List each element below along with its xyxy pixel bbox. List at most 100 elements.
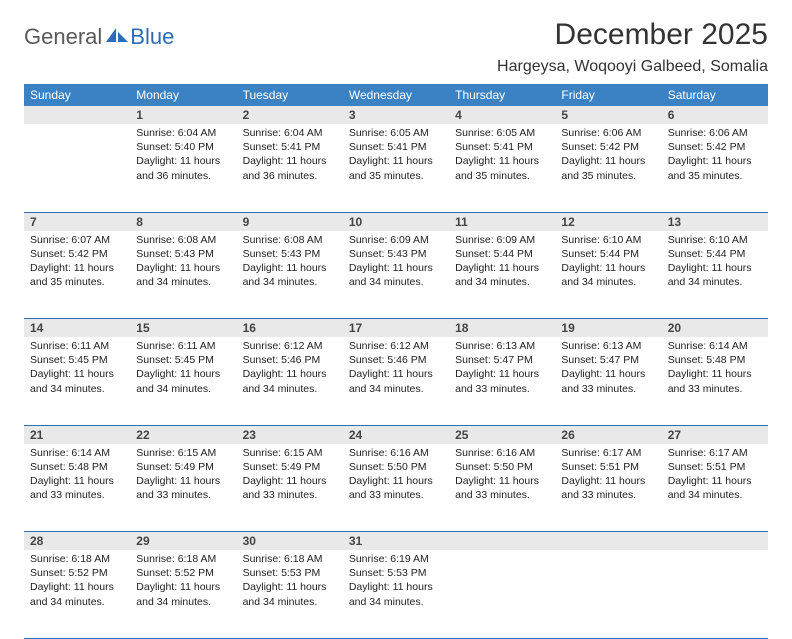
daydata-cell: Sunrise: 6:06 AMSunset: 5:42 PMDaylight:…: [555, 124, 661, 212]
day-number: 14: [24, 319, 130, 337]
day-number: 23: [237, 426, 343, 444]
daydata-cell: Sunrise: 6:07 AMSunset: 5:42 PMDaylight:…: [24, 231, 130, 319]
daydata-cell: Sunrise: 6:14 AMSunset: 5:48 PMDaylight:…: [662, 337, 768, 425]
daynum-row: 123456: [24, 106, 768, 124]
daydata-cell: Sunrise: 6:04 AMSunset: 5:41 PMDaylight:…: [237, 124, 343, 212]
weekday-header: Monday: [130, 84, 236, 106]
day-data: Sunrise: 6:11 AMSunset: 5:45 PMDaylight:…: [24, 337, 130, 402]
day-number: 26: [555, 426, 661, 444]
daynum-cell: 15: [130, 319, 236, 338]
daynum-cell: 20: [662, 319, 768, 338]
daydata-cell: Sunrise: 6:08 AMSunset: 5:43 PMDaylight:…: [130, 231, 236, 319]
daynum-row: 14151617181920: [24, 319, 768, 338]
day-data: Sunrise: 6:14 AMSunset: 5:48 PMDaylight:…: [662, 337, 768, 402]
day-data: Sunrise: 6:05 AMSunset: 5:41 PMDaylight:…: [449, 124, 555, 189]
daydata-cell: [555, 550, 661, 638]
daynum-cell: 18: [449, 319, 555, 338]
daydata-row: Sunrise: 6:04 AMSunset: 5:40 PMDaylight:…: [24, 124, 768, 212]
day-number: 8: [130, 213, 236, 231]
daynum-cell: 13: [662, 212, 768, 231]
daydata-cell: Sunrise: 6:10 AMSunset: 5:44 PMDaylight:…: [662, 231, 768, 319]
day-data: Sunrise: 6:13 AMSunset: 5:47 PMDaylight:…: [555, 337, 661, 402]
day-data: Sunrise: 6:13 AMSunset: 5:47 PMDaylight:…: [449, 337, 555, 402]
weekday-header: Sunday: [24, 84, 130, 106]
daydata-cell: Sunrise: 6:05 AMSunset: 5:41 PMDaylight:…: [449, 124, 555, 212]
day-data: Sunrise: 6:17 AMSunset: 5:51 PMDaylight:…: [662, 444, 768, 509]
day-data: Sunrise: 6:08 AMSunset: 5:43 PMDaylight:…: [237, 231, 343, 296]
daydata-cell: [24, 124, 130, 212]
day-number: 21: [24, 426, 130, 444]
daynum-cell: 23: [237, 425, 343, 444]
day-number: 10: [343, 213, 449, 231]
day-number: 17: [343, 319, 449, 337]
daynum-cell: 28: [24, 532, 130, 551]
day-number: 20: [662, 319, 768, 337]
day-data: Sunrise: 6:08 AMSunset: 5:43 PMDaylight:…: [130, 231, 236, 296]
day-data: Sunrise: 6:19 AMSunset: 5:53 PMDaylight:…: [343, 550, 449, 615]
day-number: 7: [24, 213, 130, 231]
day-data: Sunrise: 6:10 AMSunset: 5:44 PMDaylight:…: [662, 231, 768, 296]
day-number: 19: [555, 319, 661, 337]
daynum-cell: 7: [24, 212, 130, 231]
logo-text-general: General: [24, 24, 102, 50]
day-number: 6: [662, 106, 768, 124]
daynum-cell: 9: [237, 212, 343, 231]
daynum-cell: 6: [662, 106, 768, 124]
daynum-cell: [24, 106, 130, 124]
location: Hargeysa, Woqooyi Galbeed, Somalia: [497, 58, 768, 76]
daynum-cell: 17: [343, 319, 449, 338]
day-data: Sunrise: 6:09 AMSunset: 5:43 PMDaylight:…: [343, 231, 449, 296]
day-number: 31: [343, 532, 449, 550]
daydata-cell: Sunrise: 6:06 AMSunset: 5:42 PMDaylight:…: [662, 124, 768, 212]
daynum-cell: 24: [343, 425, 449, 444]
daynum-row: 21222324252627: [24, 425, 768, 444]
daynum-cell: 4: [449, 106, 555, 124]
daynum-cell: 10: [343, 212, 449, 231]
day-number: 1: [130, 106, 236, 124]
day-data: Sunrise: 6:16 AMSunset: 5:50 PMDaylight:…: [449, 444, 555, 509]
day-number: 25: [449, 426, 555, 444]
day-data: Sunrise: 6:07 AMSunset: 5:42 PMDaylight:…: [24, 231, 130, 296]
day-number: 18: [449, 319, 555, 337]
daynum-cell: 1: [130, 106, 236, 124]
day-data: Sunrise: 6:04 AMSunset: 5:40 PMDaylight:…: [130, 124, 236, 189]
daydata-cell: Sunrise: 6:18 AMSunset: 5:52 PMDaylight:…: [24, 550, 130, 638]
daynum-cell: [449, 532, 555, 551]
daynum-cell: 26: [555, 425, 661, 444]
weekday-header: Thursday: [449, 84, 555, 106]
day-data: Sunrise: 6:16 AMSunset: 5:50 PMDaylight:…: [343, 444, 449, 509]
day-number: 16: [237, 319, 343, 337]
day-data: Sunrise: 6:14 AMSunset: 5:48 PMDaylight:…: [24, 444, 130, 509]
daydata-cell: Sunrise: 6:13 AMSunset: 5:47 PMDaylight:…: [555, 337, 661, 425]
day-number: 15: [130, 319, 236, 337]
daynum-cell: 31: [343, 532, 449, 551]
day-data: Sunrise: 6:09 AMSunset: 5:44 PMDaylight:…: [449, 231, 555, 296]
daynum-cell: 30: [237, 532, 343, 551]
month-title: December 2025: [497, 18, 768, 52]
daydata-cell: Sunrise: 6:08 AMSunset: 5:43 PMDaylight:…: [237, 231, 343, 319]
daydata-cell: Sunrise: 6:11 AMSunset: 5:45 PMDaylight:…: [130, 337, 236, 425]
daydata-cell: [662, 550, 768, 638]
daydata-cell: Sunrise: 6:13 AMSunset: 5:47 PMDaylight:…: [449, 337, 555, 425]
weekday-header: Tuesday: [237, 84, 343, 106]
logo-sail-icon: [106, 26, 128, 49]
day-number: 24: [343, 426, 449, 444]
day-number: 4: [449, 106, 555, 124]
calendar-table: SundayMondayTuesdayWednesdayThursdayFrid…: [24, 84, 768, 639]
weekday-header: Friday: [555, 84, 661, 106]
daydata-cell: Sunrise: 6:12 AMSunset: 5:46 PMDaylight:…: [343, 337, 449, 425]
day-data: Sunrise: 6:15 AMSunset: 5:49 PMDaylight:…: [237, 444, 343, 509]
day-number: 29: [130, 532, 236, 550]
daydata-cell: Sunrise: 6:12 AMSunset: 5:46 PMDaylight:…: [237, 337, 343, 425]
daynum-cell: 27: [662, 425, 768, 444]
day-number: 28: [24, 532, 130, 550]
daydata-cell: Sunrise: 6:04 AMSunset: 5:40 PMDaylight:…: [130, 124, 236, 212]
day-data: Sunrise: 6:12 AMSunset: 5:46 PMDaylight:…: [343, 337, 449, 402]
logo: General Blue: [24, 24, 174, 50]
day-number: 22: [130, 426, 236, 444]
day-number: 13: [662, 213, 768, 231]
daydata-cell: Sunrise: 6:11 AMSunset: 5:45 PMDaylight:…: [24, 337, 130, 425]
daynum-cell: 8: [130, 212, 236, 231]
daydata-cell: Sunrise: 6:05 AMSunset: 5:41 PMDaylight:…: [343, 124, 449, 212]
day-number: 9: [237, 213, 343, 231]
